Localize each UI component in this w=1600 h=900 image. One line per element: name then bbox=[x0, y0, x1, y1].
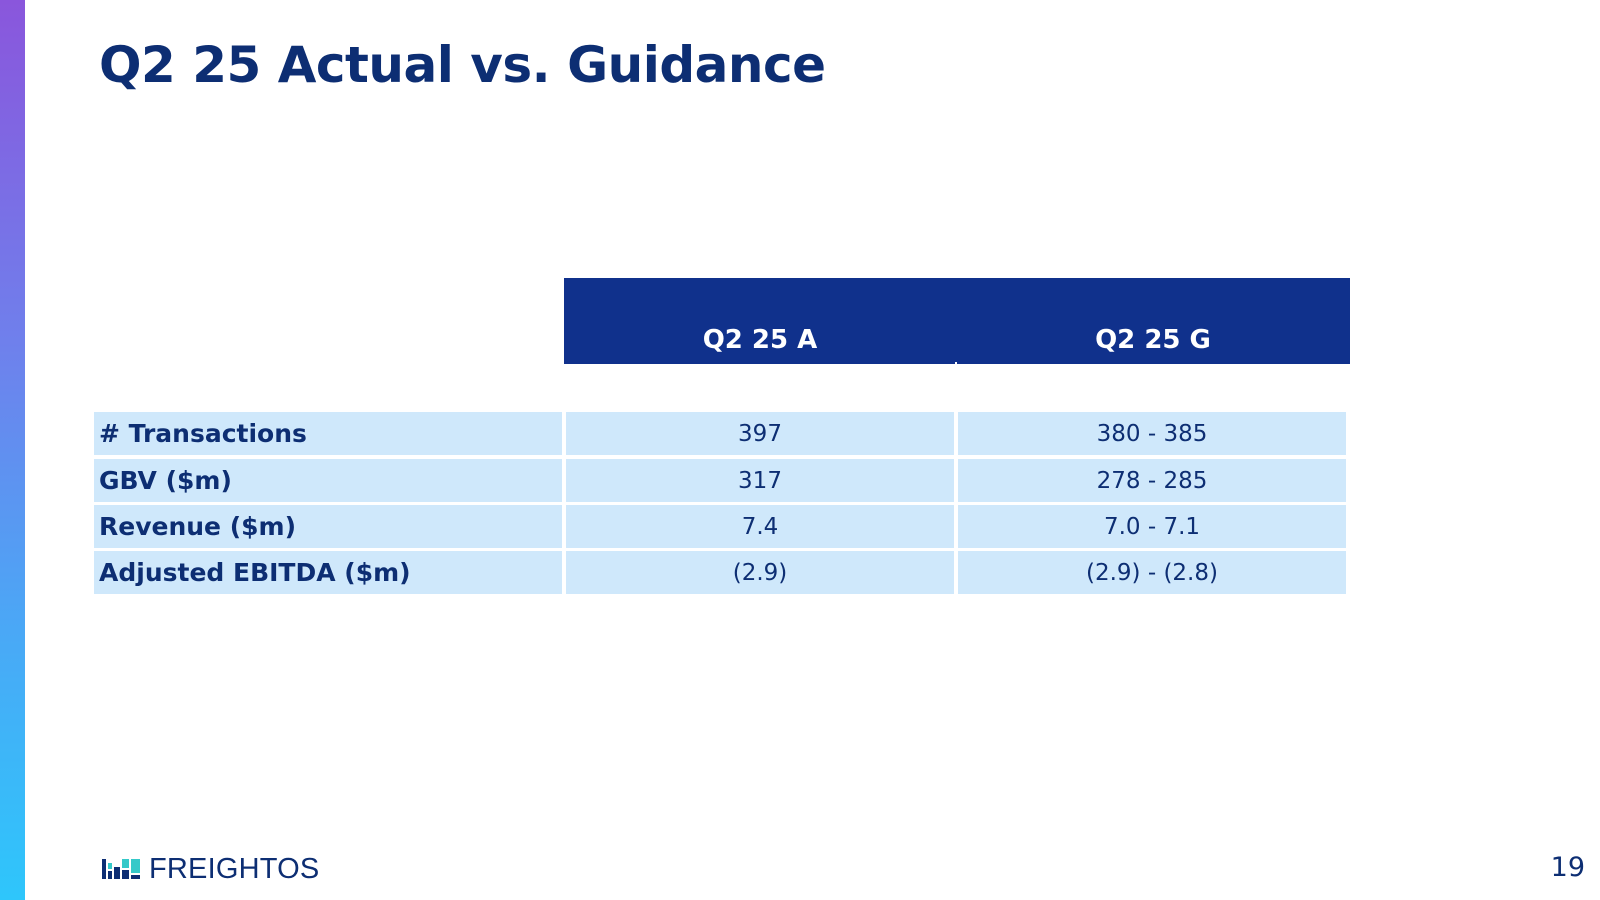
logo-wordmark: FREIGHTOS bbox=[149, 852, 320, 885]
column-header-actual: Q2 25 A bbox=[702, 325, 818, 355]
actual-value: (2.9) bbox=[566, 551, 954, 594]
table-header: Q2 25 A Q2 25 G bbox=[564, 278, 1350, 364]
guidance-value: 7.0 - 7.1 bbox=[958, 505, 1346, 548]
freightos-logo: FREIGHTOS bbox=[102, 852, 319, 886]
row-label: Adjusted EBITDA ($m) bbox=[94, 551, 562, 594]
row-label: GBV ($m) bbox=[94, 459, 562, 502]
row-label: Revenue ($m) bbox=[94, 505, 562, 548]
slide-title: Q2 25 Actual vs. Guidance bbox=[99, 36, 826, 94]
guidance-value: 278 - 285 bbox=[958, 459, 1346, 502]
page-number: 19 bbox=[1550, 852, 1585, 883]
actual-value: 7.4 bbox=[566, 505, 954, 548]
accent-gradient-bar bbox=[0, 0, 25, 900]
guidance-value: 380 - 385 bbox=[958, 412, 1346, 455]
column-header-guidance: Q2 25 G bbox=[1095, 325, 1211, 355]
header-divider bbox=[955, 362, 957, 364]
guidance-value: (2.9) - (2.8) bbox=[958, 551, 1346, 594]
freightos-logo-icon bbox=[102, 859, 140, 879]
actual-value: 397 bbox=[566, 412, 954, 455]
actual-value: 317 bbox=[566, 459, 954, 502]
row-label: # Transactions bbox=[94, 412, 562, 455]
